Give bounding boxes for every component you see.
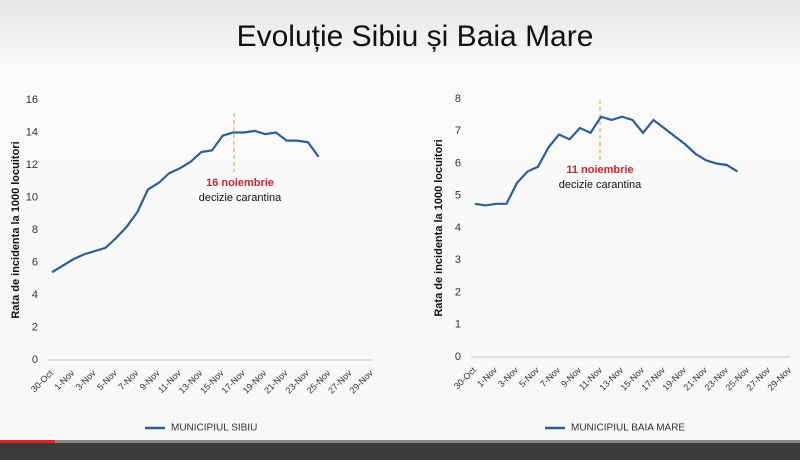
series-line (474, 115, 739, 207)
y-tick-label: 5 (455, 190, 461, 202)
annotation-title: 11 noiembrie (566, 164, 633, 176)
y-tick-label: 6 (32, 256, 38, 268)
annotation-text: decizie carantina (199, 192, 282, 204)
y-tick-label: 1 (455, 319, 461, 331)
progress (0, 440, 55, 443)
legend-label: MUNICIPIUL SIBIU (171, 423, 257, 434)
y-axis-label: Rata de incidenta la 1000 locuitori (10, 141, 22, 318)
series-line (51, 129, 320, 274)
y-tick-label: 4 (455, 222, 461, 234)
y-tick-label: 0 (32, 354, 38, 366)
annotation-title: 16 noiembrie (206, 177, 274, 189)
y-tick-label: 4 (32, 289, 38, 301)
video-bar (0, 441, 800, 460)
y-tick-label: 2 (32, 321, 38, 333)
progress-track (0, 440, 800, 443)
y-tick-label: 10 (26, 191, 38, 203)
y-tick-label: 12 (26, 159, 38, 171)
y-tick-label: 0 (455, 351, 461, 363)
y-tick-label: 14 (26, 126, 38, 138)
y-axis-label: Rata de incidenta la 1000 locuitori (433, 139, 445, 316)
legend-label: MUNICIPIUL BAIA MARE (571, 423, 685, 434)
y-tick-label: 3 (455, 254, 461, 266)
y-tick-label: 2 (455, 286, 461, 298)
y-tick-label: 8 (455, 93, 461, 105)
y-tick-label: 16 (26, 94, 38, 106)
slide-title: Evoluție Sibiu și Baia Mare (237, 20, 594, 53)
y-tick-label: 8 (32, 224, 38, 236)
annotation-text: decizie carantina (559, 179, 642, 191)
y-tick-label: 6 (455, 157, 461, 169)
y-tick-label: 7 (455, 125, 461, 137)
